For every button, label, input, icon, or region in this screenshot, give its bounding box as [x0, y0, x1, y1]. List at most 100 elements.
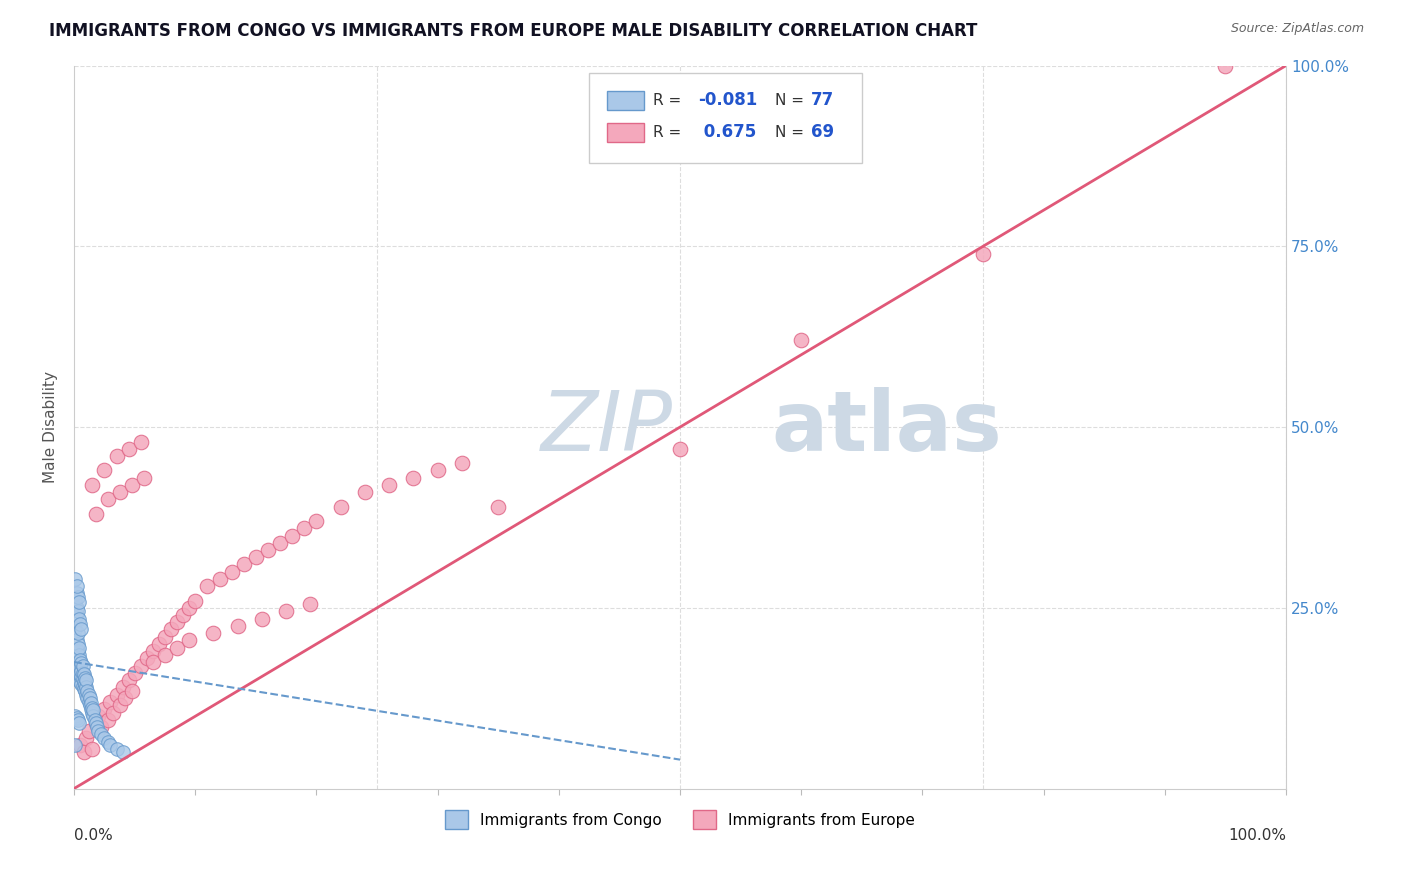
Point	[184, 593, 207, 607]
Point	[451, 456, 474, 470]
Point	[69, 738, 91, 752]
Text: -0.081: -0.081	[699, 91, 758, 110]
Text: atlas: atlas	[770, 386, 1001, 467]
Point	[66, 637, 89, 651]
Point	[197, 579, 219, 593]
Point	[790, 334, 813, 348]
Point	[84, 716, 107, 731]
Point	[486, 500, 509, 514]
Point	[972, 246, 994, 260]
Point	[276, 604, 298, 618]
Point	[66, 713, 89, 727]
Point	[354, 485, 377, 500]
Point	[153, 630, 176, 644]
Point	[108, 698, 131, 713]
Text: IMMIGRANTS FROM CONGO VS IMMIGRANTS FROM EUROPE MALE DISABILITY CORRELATION CHAR: IMMIGRANTS FROM CONGO VS IMMIGRANTS FROM…	[49, 22, 977, 40]
Point	[93, 463, 115, 477]
Point	[105, 741, 128, 756]
Point	[77, 723, 100, 738]
Point	[269, 535, 291, 549]
Point	[402, 471, 425, 485]
Point	[65, 572, 87, 586]
Point	[69, 616, 91, 631]
Point	[90, 727, 112, 741]
Point	[77, 695, 100, 709]
Point	[90, 720, 112, 734]
Point	[100, 738, 122, 752]
Point	[82, 741, 104, 756]
Point	[75, 673, 97, 687]
Text: 100.0%: 100.0%	[1227, 829, 1286, 843]
Point	[72, 672, 94, 686]
Point	[67, 673, 90, 687]
Point	[66, 604, 89, 618]
Point	[65, 711, 87, 725]
Point	[66, 662, 89, 676]
Point	[83, 713, 105, 727]
Point	[166, 615, 188, 630]
Point	[100, 695, 122, 709]
Point	[73, 667, 96, 681]
Point	[70, 676, 93, 690]
Point	[66, 590, 89, 604]
Point	[66, 669, 89, 683]
Point	[142, 644, 165, 658]
Point	[73, 684, 96, 698]
Point	[69, 660, 91, 674]
Point	[105, 449, 128, 463]
Point	[378, 478, 401, 492]
Point	[426, 463, 449, 477]
Point	[669, 442, 692, 456]
Point	[114, 691, 136, 706]
Point	[80, 696, 103, 710]
Point	[87, 709, 110, 723]
FancyBboxPatch shape	[607, 91, 644, 110]
Point	[166, 640, 188, 655]
Point	[67, 716, 90, 731]
Point	[73, 676, 96, 690]
Point	[73, 745, 96, 759]
Point	[77, 688, 100, 702]
Point	[250, 612, 273, 626]
Point	[70, 669, 93, 683]
Point	[245, 550, 267, 565]
Text: 0.675: 0.675	[699, 123, 756, 141]
Point	[65, 738, 87, 752]
Point	[124, 665, 146, 680]
Point	[79, 698, 101, 713]
Point	[65, 593, 87, 607]
Point	[79, 691, 101, 706]
Point	[208, 572, 231, 586]
Point	[1215, 59, 1237, 73]
Point	[65, 623, 87, 637]
Text: ZIP: ZIP	[541, 386, 672, 467]
Point	[84, 716, 107, 731]
Point	[117, 673, 139, 687]
Point	[67, 640, 90, 655]
Point	[142, 655, 165, 669]
Point	[76, 684, 98, 698]
Point	[73, 671, 96, 685]
Point	[97, 713, 120, 727]
FancyBboxPatch shape	[589, 73, 862, 163]
Text: R =: R =	[654, 125, 686, 140]
Point	[135, 651, 157, 665]
Point	[65, 709, 87, 723]
Point	[148, 637, 170, 651]
Point	[93, 731, 115, 745]
Point	[65, 655, 87, 669]
Point	[67, 664, 90, 678]
Point	[73, 681, 96, 696]
Point	[82, 703, 104, 717]
Point	[221, 565, 243, 579]
Point	[134, 471, 156, 485]
Text: 69: 69	[811, 123, 834, 141]
Point	[97, 492, 120, 507]
Point	[86, 720, 108, 734]
Point	[67, 612, 90, 626]
Point	[105, 688, 128, 702]
Point	[257, 543, 280, 558]
Point	[82, 700, 104, 714]
Point	[70, 664, 93, 678]
Point	[101, 706, 124, 720]
